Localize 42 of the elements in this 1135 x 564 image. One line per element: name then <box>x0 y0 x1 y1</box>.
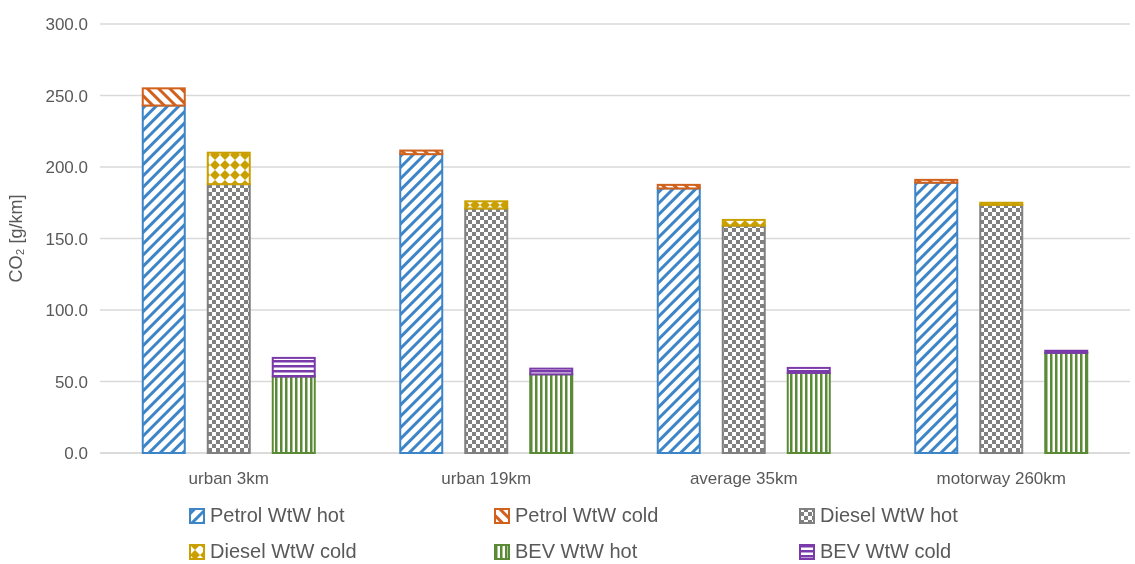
y-tick-label: 0.0 <box>64 444 88 463</box>
bar <box>399 149 444 156</box>
bar <box>786 371 831 454</box>
bar <box>656 187 701 454</box>
bar <box>786 366 831 374</box>
bar <box>979 203 1024 454</box>
legend-label: BEV WtW cold <box>820 540 952 562</box>
bar <box>721 224 766 454</box>
bar <box>979 201 1024 206</box>
legend-label: Petrol WtW hot <box>210 504 345 526</box>
x-tick-label: average 35km <box>689 469 798 488</box>
bar <box>464 200 509 210</box>
bar <box>914 178 959 184</box>
bar <box>1044 349 1089 354</box>
legend-label: Petrol WtW cold <box>515 504 659 526</box>
bar <box>529 367 574 376</box>
bar <box>914 181 959 454</box>
bar <box>1044 351 1089 454</box>
bar <box>206 183 251 454</box>
bar <box>464 207 509 454</box>
bar <box>529 373 574 454</box>
bar <box>141 87 186 107</box>
legend-label: BEV WtW hot <box>515 540 638 562</box>
x-tick-label: urban 19km <box>441 469 532 488</box>
bar <box>399 153 444 454</box>
legend-label: Diesel WtW cold <box>210 540 357 562</box>
x-tick-label: urban 3km <box>188 469 269 488</box>
y-axis-title: CO₂ [g/km] <box>6 194 26 283</box>
y-tick-label: 100.0 <box>45 301 88 320</box>
y-tick-label: 50.0 <box>54 372 88 392</box>
y-tick-label: 250.0 <box>45 86 88 106</box>
y-tick-label: 150.0 <box>45 229 88 249</box>
bar <box>141 104 186 454</box>
bar <box>206 151 251 186</box>
bar <box>271 356 316 378</box>
x-tick-label: motorway 260km <box>936 469 1066 488</box>
bar <box>271 375 316 454</box>
legend-label: Diesel WtW hot <box>820 504 959 526</box>
bar <box>656 183 701 190</box>
y-tick-label: 200.0 <box>45 158 88 177</box>
bar <box>721 218 766 227</box>
y-tick-label: 300.0 <box>45 15 88 34</box>
